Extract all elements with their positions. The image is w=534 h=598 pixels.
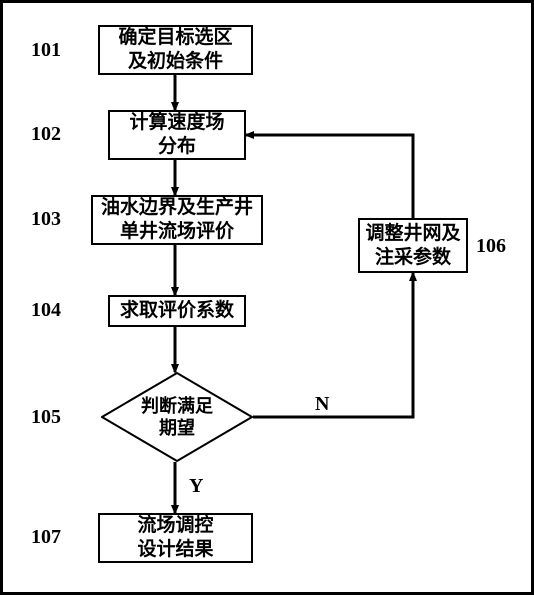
edge-label-yes: Y xyxy=(189,475,203,498)
node-106-line2: 注采参数 xyxy=(375,247,451,268)
node-103-line2: 单井流场评价 xyxy=(120,221,234,242)
node-101-line2: 及初始条件 xyxy=(128,51,223,72)
node-102-line2: 分布 xyxy=(158,136,196,157)
step-label-107: 107 xyxy=(31,526,61,549)
node-102: 计算速度场 分布 xyxy=(108,110,246,160)
node-106-line1: 调整井网及 xyxy=(365,223,460,244)
step-label-102: 102 xyxy=(31,123,61,146)
node-105: 判断满足 期望 xyxy=(101,372,253,462)
step-label-104: 104 xyxy=(31,299,61,322)
step-label-106: 106 xyxy=(476,235,506,258)
node-103: 油水边界及生产井 单井流场评价 xyxy=(91,195,263,245)
node-106: 调整井网及 注采参数 xyxy=(358,218,468,273)
node-104-line1: 求取评价系数 xyxy=(120,300,234,321)
node-101-line1: 确定目标选区 xyxy=(118,27,232,48)
step-label-103: 103 xyxy=(31,208,61,231)
edge-label-no: N xyxy=(315,393,329,416)
node-107: 流场调控 设计结果 xyxy=(98,513,253,563)
node-105-line1: 判断满足 xyxy=(141,396,213,416)
step-label-101: 101 xyxy=(31,39,61,62)
node-103-line1: 油水边界及生产井 xyxy=(101,197,253,218)
node-107-line1: 流场调控 xyxy=(137,515,213,536)
node-101: 确定目标选区 及初始条件 xyxy=(98,25,253,75)
flow-connectors xyxy=(3,3,534,598)
node-105-line2: 期望 xyxy=(159,418,195,438)
node-102-line1: 计算速度场 xyxy=(129,112,224,133)
node-107-line2: 设计结果 xyxy=(137,539,213,560)
node-104: 求取评价系数 xyxy=(108,295,246,327)
step-label-105: 105 xyxy=(31,406,61,429)
